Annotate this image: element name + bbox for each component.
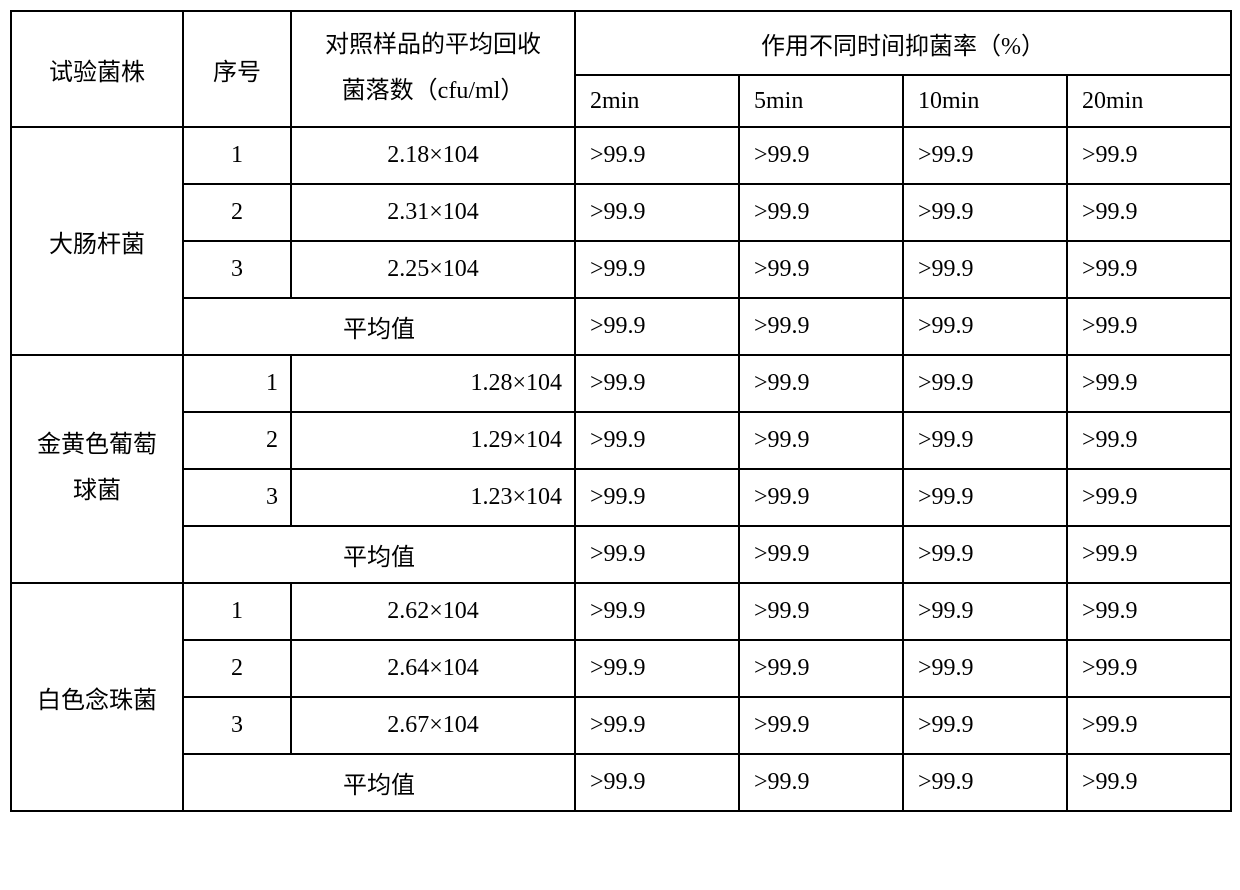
strain-line2: 球菌 xyxy=(73,478,121,504)
value-cell: >99.9 xyxy=(575,127,739,184)
value-cell: >99.9 xyxy=(1067,697,1231,754)
value-cell: >99.9 xyxy=(739,298,903,355)
seq-cell: 1 xyxy=(183,127,291,184)
seq-cell: 2 xyxy=(183,412,291,469)
seq-cell: 2 xyxy=(183,184,291,241)
table-row: 2 2.31×104 >99.9 >99.9 >99.9 >99.9 xyxy=(11,184,1231,241)
recovery-cell: 2.62×104 xyxy=(291,583,575,640)
recovery-cell: 2.64×104 xyxy=(291,640,575,697)
value-cell: >99.9 xyxy=(575,754,739,811)
value-cell: >99.9 xyxy=(739,184,903,241)
value-cell: >99.9 xyxy=(739,127,903,184)
table-row: 大肠杆菌 1 2.18×104 >99.9 >99.9 >99.9 >99.9 xyxy=(11,127,1231,184)
value-cell: >99.9 xyxy=(575,526,739,583)
seq-cell: 3 xyxy=(183,469,291,526)
table-row: 3 2.67×104 >99.9 >99.9 >99.9 >99.9 xyxy=(11,697,1231,754)
header-seq: 序号 xyxy=(183,11,291,127)
recovery-cell: 1.29×104 xyxy=(291,412,575,469)
value-cell: >99.9 xyxy=(575,184,739,241)
value-cell: >99.9 xyxy=(903,355,1067,412)
value-cell: >99.9 xyxy=(575,241,739,298)
table-row: 3 2.25×104 >99.9 >99.9 >99.9 >99.9 xyxy=(11,241,1231,298)
recovery-cell: 1.23×104 xyxy=(291,469,575,526)
value-cell: >99.9 xyxy=(575,583,739,640)
recovery-cell: 2.31×104 xyxy=(291,184,575,241)
table-row-avg: 平均值 >99.9 >99.9 >99.9 >99.9 xyxy=(11,298,1231,355)
value-cell: >99.9 xyxy=(575,697,739,754)
value-cell: >99.9 xyxy=(739,583,903,640)
table-header-row-1: 试验菌株 序号 对照样品的平均回收 菌落数（cfu/ml） 作用不同时间抑菌率（… xyxy=(11,11,1231,75)
strain-cell: 白色念珠菌 xyxy=(11,583,183,811)
value-cell: >99.9 xyxy=(739,526,903,583)
strain-line1: 金黄色葡萄 xyxy=(37,432,157,458)
table-row-avg: 平均值 >99.9 >99.9 >99.9 >99.9 xyxy=(11,526,1231,583)
value-cell: >99.9 xyxy=(1067,583,1231,640)
value-cell: >99.9 xyxy=(1067,184,1231,241)
value-cell: >99.9 xyxy=(903,298,1067,355)
value-cell: >99.9 xyxy=(1067,298,1231,355)
value-cell: >99.9 xyxy=(1067,640,1231,697)
value-cell: >99.9 xyxy=(903,412,1067,469)
header-recovery-line2: 菌落数（cfu/ml） xyxy=(342,78,525,104)
header-strain: 试验菌株 xyxy=(11,11,183,127)
value-cell: >99.9 xyxy=(1067,241,1231,298)
seq-cell: 3 xyxy=(183,697,291,754)
header-10min: 10min xyxy=(903,75,1067,127)
value-cell: >99.9 xyxy=(1067,412,1231,469)
header-20min: 20min xyxy=(1067,75,1231,127)
seq-cell: 3 xyxy=(183,241,291,298)
value-cell: >99.9 xyxy=(575,412,739,469)
antibacterial-table: 试验菌株 序号 对照样品的平均回收 菌落数（cfu/ml） 作用不同时间抑菌率（… xyxy=(10,10,1232,812)
value-cell: >99.9 xyxy=(903,127,1067,184)
value-cell: >99.9 xyxy=(739,412,903,469)
value-cell: >99.9 xyxy=(903,184,1067,241)
header-2min: 2min xyxy=(575,75,739,127)
table-row: 白色念珠菌 1 2.62×104 >99.9 >99.9 >99.9 >99.9 xyxy=(11,583,1231,640)
recovery-cell: 2.18×104 xyxy=(291,127,575,184)
recovery-cell: 2.25×104 xyxy=(291,241,575,298)
header-time-group: 作用不同时间抑菌率（%） xyxy=(575,11,1231,75)
value-cell: >99.9 xyxy=(1067,355,1231,412)
value-cell: >99.9 xyxy=(903,697,1067,754)
value-cell: >99.9 xyxy=(739,355,903,412)
value-cell: >99.9 xyxy=(903,469,1067,526)
value-cell: >99.9 xyxy=(739,754,903,811)
strain-cell: 金黄色葡萄 球菌 xyxy=(11,355,183,583)
table-row: 3 1.23×104 >99.9 >99.9 >99.9 >99.9 xyxy=(11,469,1231,526)
recovery-cell: 2.67×104 xyxy=(291,697,575,754)
table-row: 2 2.64×104 >99.9 >99.9 >99.9 >99.9 xyxy=(11,640,1231,697)
value-cell: >99.9 xyxy=(903,640,1067,697)
value-cell: >99.9 xyxy=(1067,526,1231,583)
value-cell: >99.9 xyxy=(1067,754,1231,811)
table-row-avg: 平均值 >99.9 >99.9 >99.9 >99.9 xyxy=(11,754,1231,811)
avg-label: 平均值 xyxy=(183,526,575,583)
header-5min: 5min xyxy=(739,75,903,127)
seq-cell: 1 xyxy=(183,355,291,412)
value-cell: >99.9 xyxy=(575,355,739,412)
value-cell: >99.9 xyxy=(575,469,739,526)
value-cell: >99.9 xyxy=(575,298,739,355)
header-recovery: 对照样品的平均回收 菌落数（cfu/ml） xyxy=(291,11,575,127)
value-cell: >99.9 xyxy=(739,640,903,697)
value-cell: >99.9 xyxy=(1067,127,1231,184)
value-cell: >99.9 xyxy=(739,241,903,298)
header-recovery-line1: 对照样品的平均回收 xyxy=(325,32,541,58)
table-row: 金黄色葡萄 球菌 1 1.28×104 >99.9 >99.9 >99.9 >9… xyxy=(11,355,1231,412)
seq-cell: 2 xyxy=(183,640,291,697)
recovery-cell: 1.28×104 xyxy=(291,355,575,412)
value-cell: >99.9 xyxy=(903,526,1067,583)
avg-label: 平均值 xyxy=(183,754,575,811)
avg-label: 平均值 xyxy=(183,298,575,355)
value-cell: >99.9 xyxy=(903,754,1067,811)
value-cell: >99.9 xyxy=(903,583,1067,640)
strain-cell: 大肠杆菌 xyxy=(11,127,183,355)
value-cell: >99.9 xyxy=(739,697,903,754)
value-cell: >99.9 xyxy=(739,469,903,526)
table-row: 2 1.29×104 >99.9 >99.9 >99.9 >99.9 xyxy=(11,412,1231,469)
seq-cell: 1 xyxy=(183,583,291,640)
value-cell: >99.9 xyxy=(903,241,1067,298)
value-cell: >99.9 xyxy=(1067,469,1231,526)
value-cell: >99.9 xyxy=(575,640,739,697)
